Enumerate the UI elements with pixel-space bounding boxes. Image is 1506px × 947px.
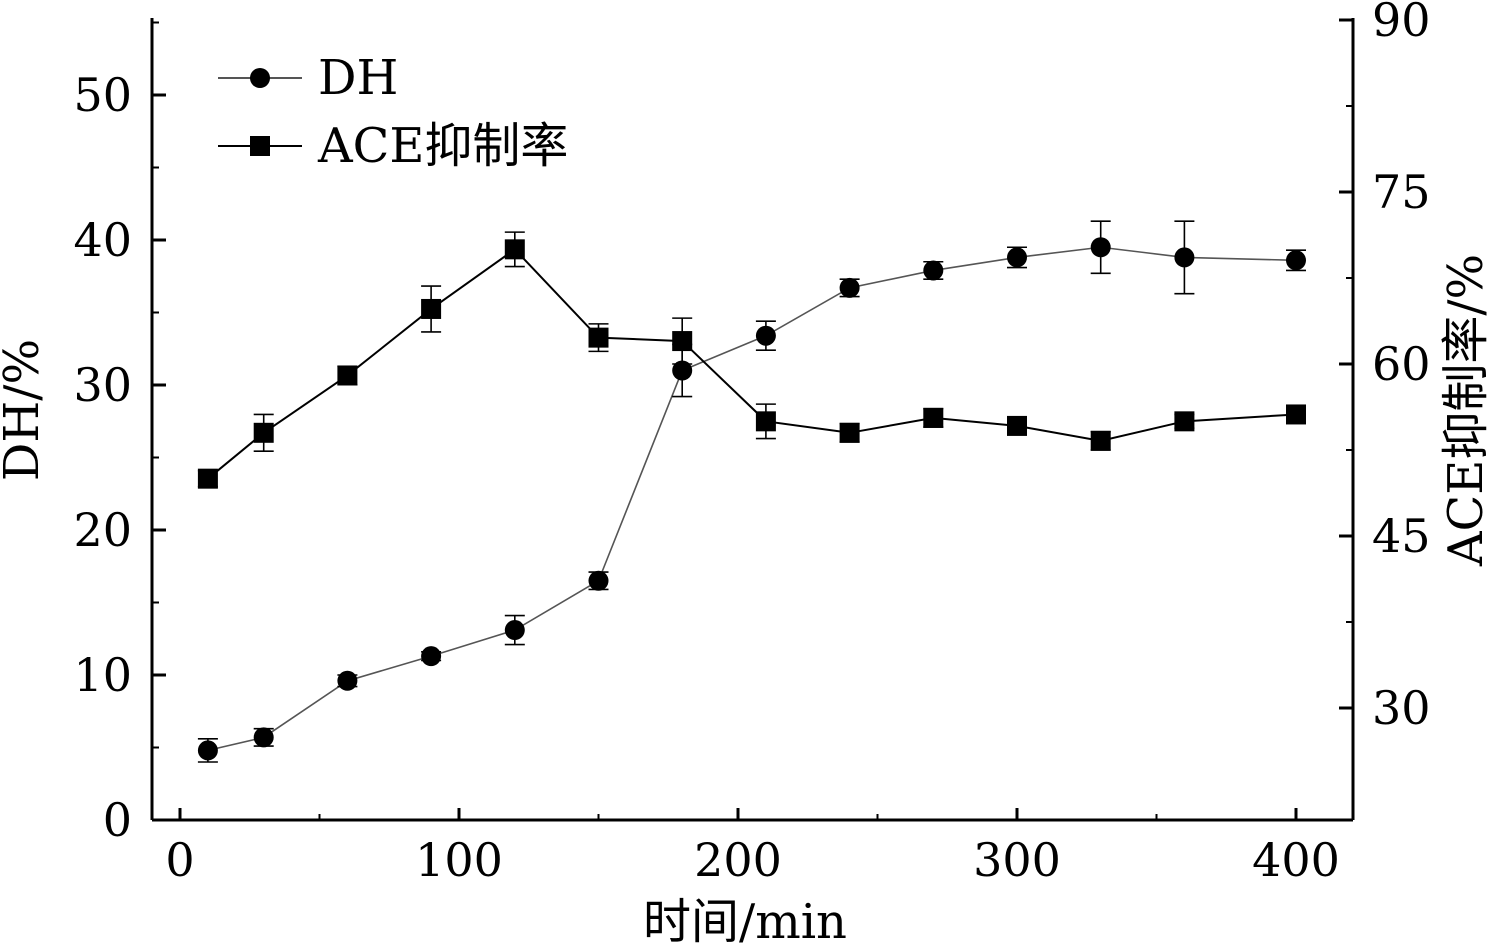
series-dh-point [1174,247,1195,268]
right-y-tick-label-75: 75 [1372,165,1431,219]
right-y-tick-label-90: 90 [1372,0,1431,47]
series-dh-point [672,360,693,381]
series-ace-point [923,407,944,428]
series-ace-point [504,239,525,260]
left-y-tick-label-0: 0 [103,793,132,847]
series-layer [197,220,1306,763]
left-y-tick-label-20: 20 [73,503,132,557]
left-y-tick-label-50: 50 [73,68,132,122]
right-y-tick-label-60: 60 [1372,337,1431,391]
series-dh-point [197,740,218,761]
series-dh-point [504,620,525,641]
series-dh-point [839,277,860,298]
series-dh-point [755,325,776,346]
legend: DH ACE抑制率 [218,50,568,174]
x-tick-label-400: 400 [1252,833,1340,887]
series-ace [197,231,1306,489]
left-y-tick-label-30: 30 [73,358,132,412]
legend-ace-label: ACE抑制率 [317,118,568,174]
series-dh-point [923,260,944,281]
series-ace-line [207,248,1297,480]
x-tick-label-200: 200 [694,833,782,887]
series-dh-point [421,646,442,667]
left-y-axis-ticks: 0 10 20 30 40 50 [73,21,166,847]
series-dh-point [1286,250,1306,271]
series-ace-point [1007,415,1027,436]
x-tick-label-0: 0 [165,833,194,887]
series-ace-point [672,331,693,352]
series-ace-point [839,422,860,443]
series-dh-point [253,727,274,748]
series-dh [197,220,1306,763]
right-y-axis-ticks: 30 45 60 75 90 [1339,0,1431,735]
series-ace-point [197,468,218,489]
right-y-tick-label-30: 30 [1372,681,1431,735]
series-ace-point [588,327,609,348]
legend-dh-label: DH [318,50,398,106]
series-ace-point [253,422,274,443]
series-ace-point [755,411,776,432]
series-ace-point [1286,404,1306,425]
series-dh-point [588,570,609,591]
series-dh-line [207,246,1297,752]
series-ace-point [421,298,442,319]
series-ace-point [337,365,358,386]
x-axis-title: 时间/min [643,894,847,947]
series-dh-point [1090,237,1111,258]
legend-ace-marker [250,136,270,156]
right-y-tick-label-45: 45 [1372,509,1431,563]
series-ace-point [1174,411,1195,432]
legend-dh-marker [250,68,270,88]
series-dh-point [1007,247,1027,268]
x-tick-label-300: 300 [973,833,1061,887]
left-y-tick-label-40: 40 [73,213,132,267]
x-axis-ticks: 0 100 200 300 400 [165,808,1340,887]
series-ace-point [1090,430,1111,451]
series-dh-point [337,670,358,691]
left-y-axis-title: DH/% [0,339,50,481]
right-y-axis-title: ACE抑制率/% [1438,254,1494,567]
x-tick-label-100: 100 [415,833,503,887]
left-y-tick-label-10: 10 [73,648,132,702]
